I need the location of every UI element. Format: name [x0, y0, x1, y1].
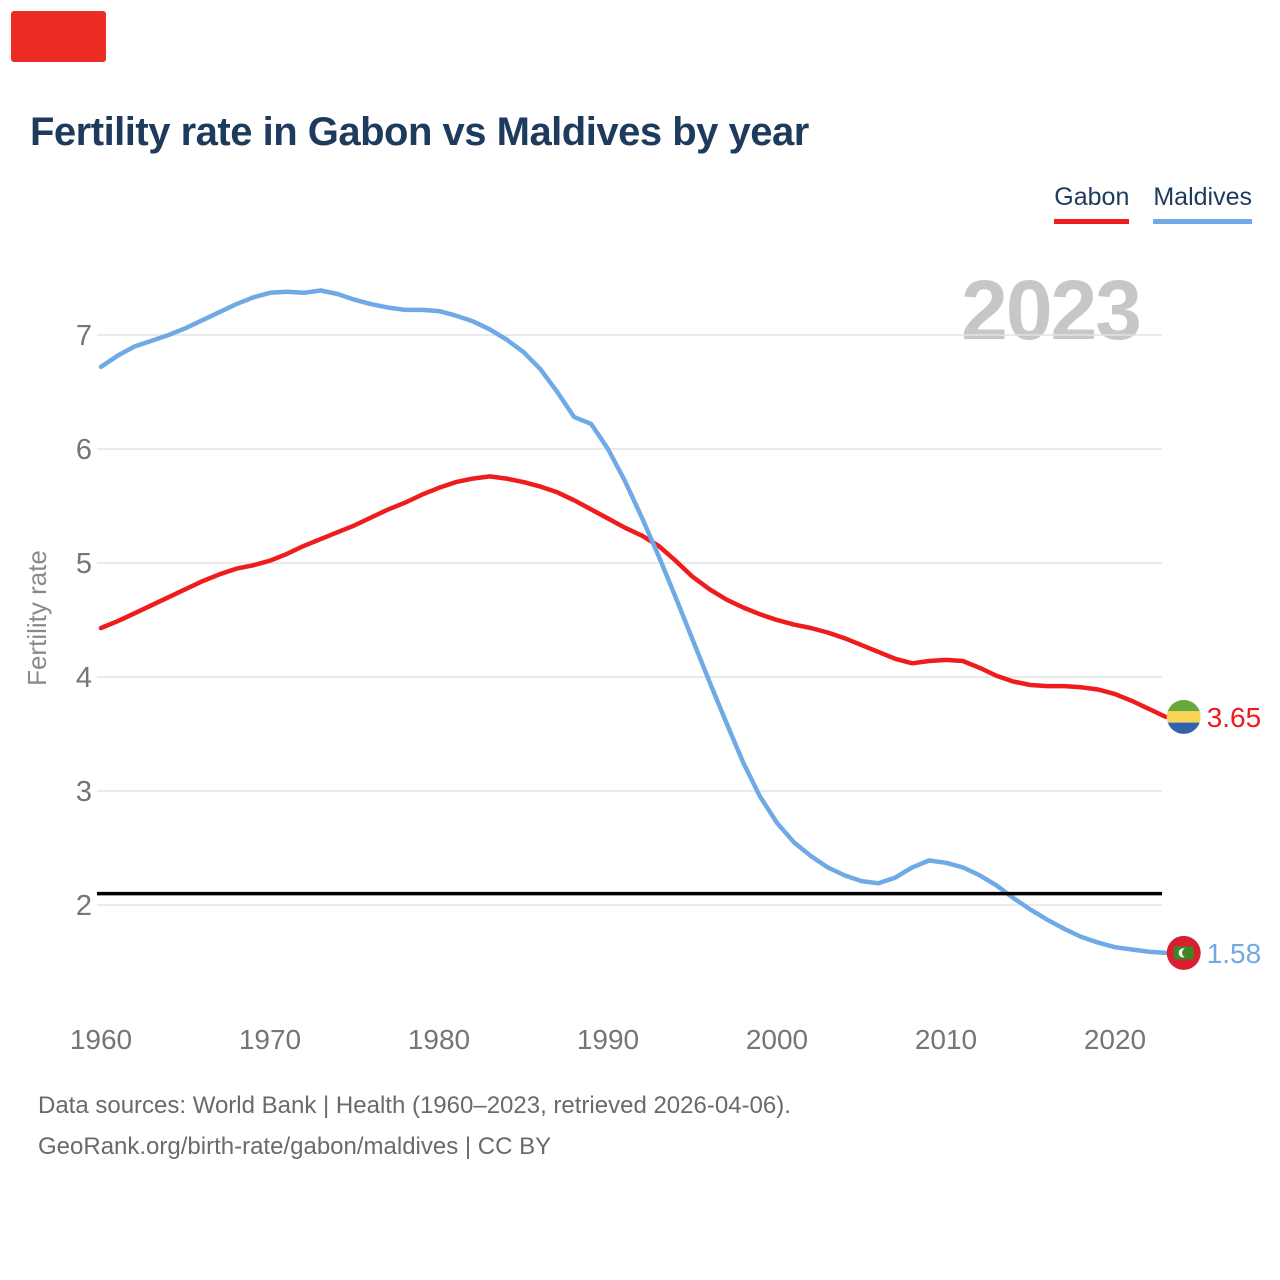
page-title: Fertility rate in Gabon vs Maldives by y…	[30, 110, 809, 154]
legend-item-gabon[interactable]: Gabon	[1054, 183, 1130, 224]
chart-legend: Gabon Maldives	[1054, 183, 1252, 224]
data-source-footer: Data sources: World Bank | Health (1960–…	[38, 1086, 791, 1168]
x-tick-label-2010: 2010	[915, 1024, 977, 1055]
series-line-maldives[interactable]	[98, 288, 1168, 956]
end-value-label-gabon: 3.65	[1207, 702, 1262, 733]
y-tick-label-3: 3	[76, 776, 92, 808]
x-tick-label-2020: 2020	[1084, 1024, 1146, 1055]
footer-sources-line: Data sources: World Bank | Health (1960–…	[38, 1092, 791, 1119]
y-axis-title: Fertility rate	[22, 550, 52, 686]
y-tick-label-6: 6	[76, 434, 92, 466]
series-line-gabon[interactable]	[98, 474, 1168, 720]
y-tick-label-7: 7	[76, 320, 92, 352]
x-tick-label-1960: 1960	[70, 1024, 132, 1055]
x-tick-label-2000: 2000	[746, 1024, 808, 1055]
x-tick-label-1980: 1980	[408, 1024, 470, 1055]
end-value-label-maldives: 1.58	[1207, 938, 1262, 969]
year-watermark: 2023	[961, 263, 1142, 357]
legend-item-maldives[interactable]: Maldives	[1153, 183, 1252, 224]
y-tick-label-4: 4	[76, 662, 92, 694]
y-tick-label-5: 5	[76, 548, 92, 580]
y-tick-label-2: 2	[76, 890, 92, 922]
maldives-flag-icon	[1166, 935, 1201, 970]
red-marker-box	[11, 11, 106, 62]
x-tick-label-1990: 1990	[577, 1024, 639, 1055]
footer-attribution-line: GeoRank.org/birth-rate/gabon/maldives | …	[38, 1132, 552, 1160]
x-tick-label-1970: 1970	[239, 1024, 301, 1055]
gabon-flag-icon	[1166, 699, 1201, 734]
